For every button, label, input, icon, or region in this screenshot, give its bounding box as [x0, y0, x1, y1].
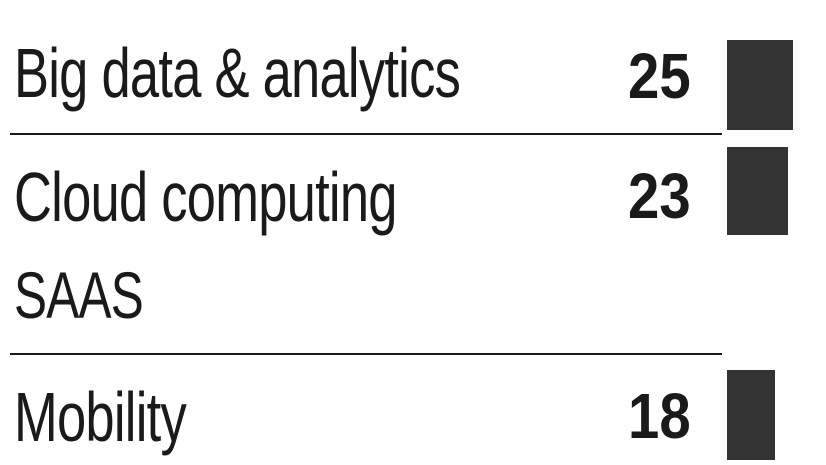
cropped-heading — [14, 0, 25, 18]
bar — [727, 370, 775, 460]
bar — [727, 40, 793, 130]
row-divider — [10, 133, 722, 135]
category-label: Mobility — [14, 378, 187, 456]
category-label: Cloud computing — [14, 158, 397, 236]
data-label: 23 — [628, 160, 691, 232]
category-label-line2: SAAS — [14, 258, 144, 332]
category-label: Big data & analytics — [14, 34, 461, 112]
data-label: 25 — [628, 40, 691, 112]
data-label: 18 — [628, 380, 691, 452]
row-divider — [10, 353, 722, 355]
bar — [727, 147, 788, 235]
